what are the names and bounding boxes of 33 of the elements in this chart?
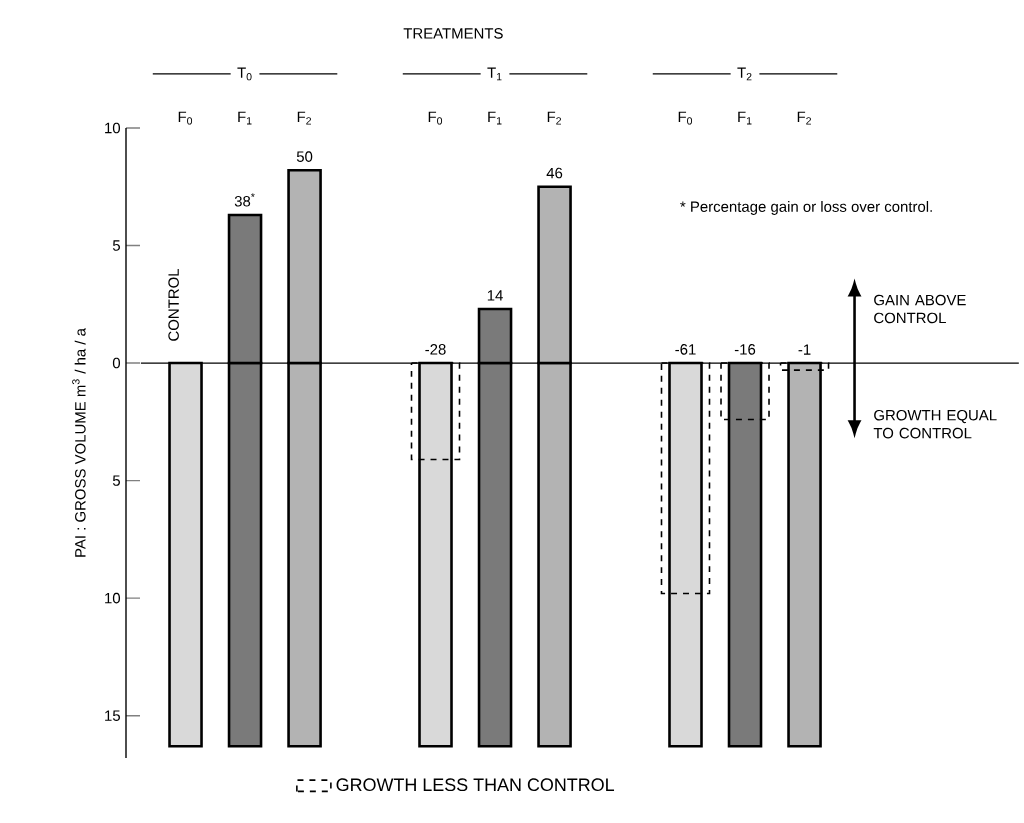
text: T$_{2}$ xyxy=(737,67,752,81)
annotation: -1 xyxy=(798,344,811,355)
x-tick-label: F$_{1}$ xyxy=(488,111,502,125)
y-tick-label: 10 xyxy=(105,122,121,134)
y-tick-label: 0 xyxy=(112,357,121,369)
annotation: CONTROL xyxy=(168,268,179,341)
x-tick-label: F$_{0}$ xyxy=(428,111,443,125)
x-tick-label: F$_{2}$ xyxy=(547,111,561,125)
x-tick-label: F$_{2}$ xyxy=(797,111,811,125)
annotation: 38$^{*}$ xyxy=(234,193,255,207)
text: GAIN ABOVE CONTROL xyxy=(874,294,966,324)
annotation: 46 xyxy=(546,167,563,179)
annotation: -61 xyxy=(675,344,696,355)
x-tick-label: F$_{2}$ xyxy=(297,111,311,125)
chart-title: TREATMENTS xyxy=(403,28,503,39)
x-tick-label: F$_{0}$ xyxy=(678,111,693,125)
annotation: -28 xyxy=(425,344,446,355)
text: GROWTH EQUAL TO CONTROL xyxy=(873,409,997,439)
text: T$_{1}$ xyxy=(487,67,502,81)
y-tick-label: 10 xyxy=(105,592,121,604)
annotation: -16 xyxy=(734,344,756,355)
annotation: 14 xyxy=(487,290,503,301)
y-tick-label: 15 xyxy=(105,710,120,721)
legend-label: GROWTH LESS THAN CONTROL xyxy=(336,778,615,792)
x-tick-label: F$_{0}$ xyxy=(178,111,193,125)
annotation: 50 xyxy=(296,151,313,162)
y-axis-title: PAI : GROSS VOLUME m$^{3}$ / ha / a xyxy=(72,328,86,557)
y-tick-label: 5 xyxy=(112,240,120,251)
annotation: * Percentage gain or loss over control. xyxy=(680,200,932,215)
text: T$_{0}$ xyxy=(237,67,252,81)
y-tick-label: 5 xyxy=(112,475,120,486)
x-tick-label: F$_{1}$ xyxy=(738,111,752,125)
x-tick-label: F$_{1}$ xyxy=(238,111,252,125)
